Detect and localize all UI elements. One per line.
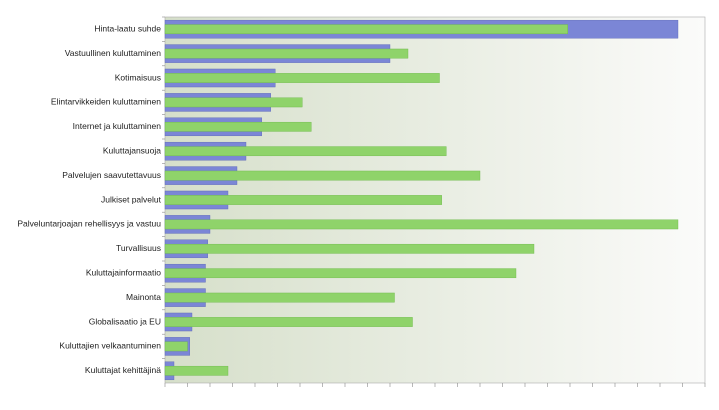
y-tick-label: Kuluttajainformaatio bbox=[86, 267, 161, 277]
y-tick-label: Mainonta bbox=[126, 292, 161, 302]
y-tick-label: Palvelujen saavutettavuus bbox=[62, 170, 161, 180]
bar bbox=[164, 243, 535, 254]
y-tick-label: Internet ja kuluttaminen bbox=[73, 121, 162, 131]
bar bbox=[164, 317, 413, 327]
bar bbox=[164, 73, 440, 83]
y-tick-label: Vastuullinen kuluttaminen bbox=[65, 48, 162, 58]
bar bbox=[164, 24, 568, 35]
y-tick-label: Elintarvikkeiden kuluttaminen bbox=[51, 97, 161, 107]
y-tick-label: Kuluttajien velkaantuminen bbox=[59, 341, 161, 351]
y-tick-label: Turvallisuus bbox=[116, 243, 161, 253]
y-tick-label: Julkiset palvelut bbox=[101, 194, 162, 204]
bar bbox=[164, 195, 442, 205]
bar bbox=[164, 365, 229, 376]
y-tick-label: Kuluttajansuoja bbox=[103, 145, 161, 155]
y-tick-label: Kuluttajat kehittäjinä bbox=[85, 365, 161, 375]
bar bbox=[164, 219, 679, 230]
y-tick-label: Hinta-laatu suhde bbox=[94, 23, 161, 33]
bar bbox=[164, 146, 447, 157]
y-tick-label: Palveluntarjoajan rehellisyys ja vastuu bbox=[17, 219, 161, 229]
bar bbox=[164, 170, 481, 181]
bar bbox=[164, 292, 395, 303]
bar bbox=[164, 341, 188, 352]
bar bbox=[164, 121, 312, 132]
bar bbox=[164, 97, 303, 108]
bar bbox=[164, 268, 517, 279]
bar bbox=[164, 48, 409, 59]
y-tick-label: Kotimaisuus bbox=[115, 72, 161, 82]
y-tick-label: Globalisaatio ja EU bbox=[89, 316, 161, 326]
